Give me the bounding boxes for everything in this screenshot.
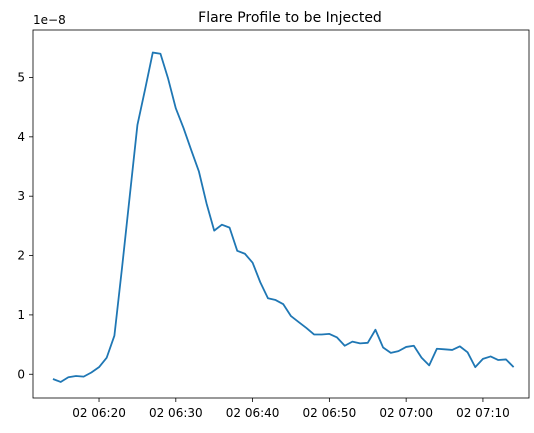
y-tick-label: 0 (17, 367, 25, 381)
series-line-0 (52, 51, 515, 383)
y-tick-label: 1 (17, 308, 25, 322)
plot-area: 0 1 2 3 4 5 02 06:20 02 06:30 02 06:40 02 06:50 02… (17, 51, 515, 420)
x-tick-label: 02 06:40 (226, 406, 280, 420)
y-tick-label: 2 (17, 249, 25, 263)
axes-frame (32, 29, 530, 399)
x-tick-label: 02 07:00 (379, 406, 433, 420)
y-tick-label: 5 (17, 70, 25, 84)
y-tick-label: 3 (17, 189, 25, 203)
y-tick-label: 4 (17, 130, 25, 144)
x-tick-label: 02 06:30 (149, 406, 203, 420)
x-tick-label: 02 06:50 (303, 406, 357, 420)
x-tick-label: 02 07:10 (456, 406, 510, 420)
y-axis-offset-label: 1e−8 (33, 13, 66, 27)
x-tick-label: 02 06:20 (72, 406, 126, 420)
chart-title: Flare Profile to be Injected (198, 10, 382, 26)
